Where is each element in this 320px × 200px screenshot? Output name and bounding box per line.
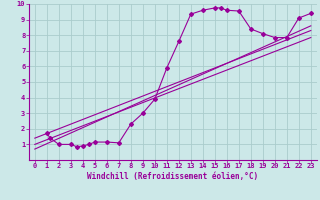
X-axis label: Windchill (Refroidissement éolien,°C): Windchill (Refroidissement éolien,°C)	[87, 172, 258, 181]
